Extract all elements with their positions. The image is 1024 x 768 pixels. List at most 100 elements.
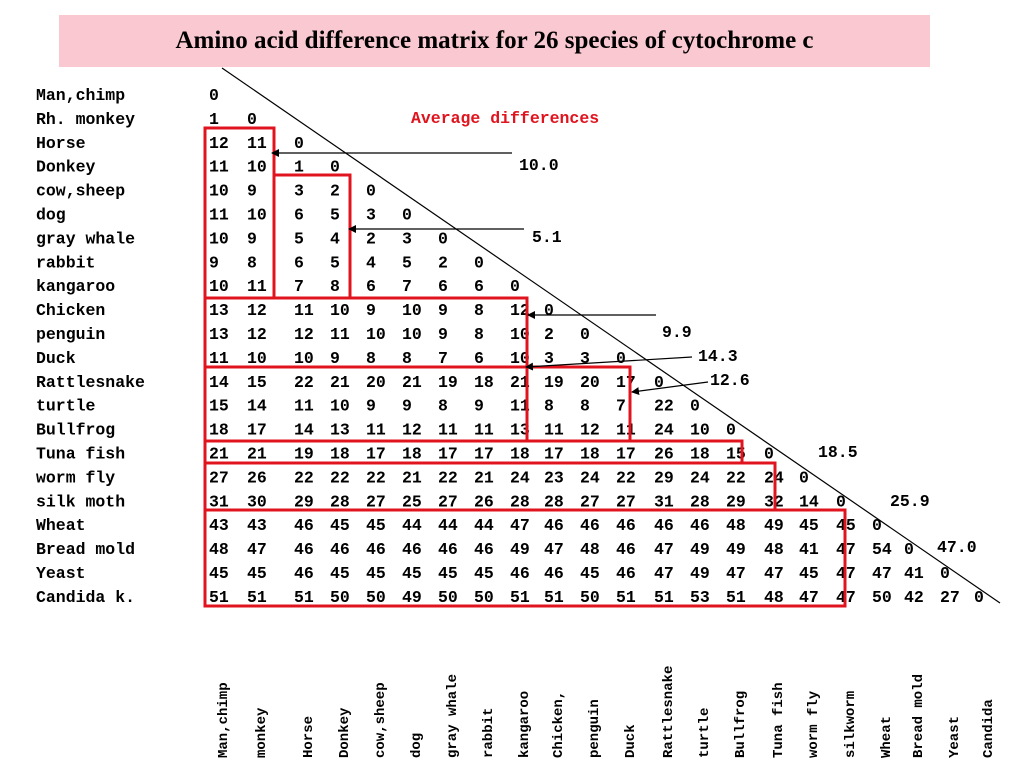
matrix-cell: 10 xyxy=(690,421,710,440)
matrix-cell: 18 xyxy=(474,373,494,392)
matrix-cell: 10 xyxy=(330,301,350,320)
matrix-cell: 9 xyxy=(247,182,257,201)
matrix-cell: 11 xyxy=(330,325,350,344)
group-box xyxy=(525,365,632,443)
column-label: Bullfrog xyxy=(733,691,749,758)
matrix-cell: 12 xyxy=(402,421,422,440)
row-label: silk moth xyxy=(36,492,125,511)
matrix-cell: 51 xyxy=(294,588,314,607)
matrix-cell: 4 xyxy=(366,253,376,272)
matrix-cell: 3 xyxy=(544,349,554,368)
matrix-cell: 6 xyxy=(294,253,304,272)
column-labels: Man,chimp monkey Horse Donkey cow,sheep dog gr… xyxy=(216,666,997,758)
matrix-cell: 22 xyxy=(726,468,746,487)
matrix-cell: 26 xyxy=(654,445,674,464)
matrix-cell: 49 xyxy=(690,564,710,583)
matrix-cell: 4 xyxy=(330,229,340,248)
matrix-cell: 17 xyxy=(616,373,636,392)
matrix-cell: 7 xyxy=(616,397,626,416)
matrix-cell: 11 xyxy=(247,277,267,296)
matrix-cell: 41 xyxy=(904,564,924,583)
matrix-cell: 12 xyxy=(510,301,530,320)
matrix-cell: 0 xyxy=(474,253,484,272)
column-label: monkey xyxy=(254,707,270,758)
matrix-cell: 27 xyxy=(940,588,960,607)
matrix-cell: 10 xyxy=(209,277,229,296)
matrix-cell: 45 xyxy=(799,564,819,583)
matrix-cell: 53 xyxy=(690,588,710,607)
matrix-cell: 21 xyxy=(402,468,422,487)
matrix-cell: 9 xyxy=(330,349,340,368)
matrix-cell: 21 xyxy=(209,445,229,464)
column-label: turtle xyxy=(697,708,713,758)
matrix-cell: 0 xyxy=(209,86,219,105)
matrix-cell: 19 xyxy=(544,373,564,392)
matrix-cell: 0 xyxy=(616,349,626,368)
matrix-cell: 46 xyxy=(616,516,636,535)
pointer-arrow xyxy=(631,381,709,396)
matrix-cell: 9 xyxy=(402,397,412,416)
column-label: silkworm xyxy=(843,691,859,758)
matrix-cell: 14 xyxy=(799,492,819,511)
matrix-cell: 51 xyxy=(510,588,530,607)
matrix-cell: 28 xyxy=(510,492,530,511)
matrix-cell: 21 xyxy=(402,373,422,392)
matrix-cell: 10 xyxy=(402,325,422,344)
matrix-cell: 0 xyxy=(726,421,736,440)
matrix-cell: 27 xyxy=(366,492,386,511)
matrix-cell: 45 xyxy=(366,564,386,583)
average-value: 47.0 xyxy=(937,538,977,557)
matrix-cell: 42 xyxy=(904,588,924,607)
matrix-cell: 20 xyxy=(366,373,386,392)
matrix-cell: 10 xyxy=(209,229,229,248)
triangle-diagonal xyxy=(221,67,1001,604)
matrix-cell: 27 xyxy=(580,492,600,511)
row-label: Rh. monkey xyxy=(36,110,135,129)
matrix-cell: 2 xyxy=(544,325,554,344)
matrix-cell: 13 xyxy=(510,421,530,440)
matrix-cell: 10 xyxy=(247,349,267,368)
row-label: rabbit xyxy=(36,253,95,272)
matrix-cell: 49 xyxy=(764,516,784,535)
matrix-cell: 23 xyxy=(544,468,564,487)
matrix-cell: 46 xyxy=(510,564,530,583)
matrix-cell: 19 xyxy=(438,373,458,392)
column-label: Donkey xyxy=(337,707,353,758)
matrix-cell: 18 xyxy=(510,445,530,464)
matrix-cell: 10 xyxy=(510,325,530,344)
column-label: cow,sheep xyxy=(373,682,389,758)
row-label: Man,chimp xyxy=(36,86,125,105)
title-banner: Amino acid difference matrix for 26 spec… xyxy=(59,15,930,67)
matrix-cell: 0 xyxy=(330,158,340,177)
matrix-cell: 45 xyxy=(366,516,386,535)
matrix-cell: 49 xyxy=(510,540,530,559)
matrix-cell: 0 xyxy=(247,110,257,129)
matrix-cell: 46 xyxy=(544,564,564,583)
matrix-cell: 7 xyxy=(402,277,412,296)
matrix-cell: 0 xyxy=(974,588,984,607)
matrix-cell: 47 xyxy=(654,564,674,583)
matrix-cell: 0 xyxy=(366,182,376,201)
matrix-cell: 49 xyxy=(402,588,422,607)
matrix-cell: 6 xyxy=(474,277,484,296)
matrix-cell: 8 xyxy=(474,325,484,344)
matrix-cell: 9 xyxy=(366,301,376,320)
matrix-cell: 5 xyxy=(294,229,304,248)
matrix-cell: 45 xyxy=(799,516,819,535)
column-label: rabbit xyxy=(481,708,497,758)
matrix-cell: 6 xyxy=(294,206,304,225)
matrix-cell: 15 xyxy=(209,397,229,416)
matrix-cell: 51 xyxy=(654,588,674,607)
matrix-cell: 11 xyxy=(474,421,494,440)
matrix-cell: 9 xyxy=(247,229,257,248)
row-labels: Man,chimp Rh. monkey Horse Donkey cow,sheep d… xyxy=(36,86,145,607)
group-box xyxy=(203,508,847,608)
column-label: Duck xyxy=(623,724,639,758)
matrix-cell: 50 xyxy=(580,588,600,607)
matrix-cell: 11 xyxy=(209,349,229,368)
matrix-cell: 22 xyxy=(366,468,386,487)
matrix-cell: 27 xyxy=(438,492,458,511)
matrix-cell: 11 xyxy=(366,421,386,440)
matrix-cell: 17 xyxy=(616,445,636,464)
matrix-cell: 22 xyxy=(294,373,314,392)
